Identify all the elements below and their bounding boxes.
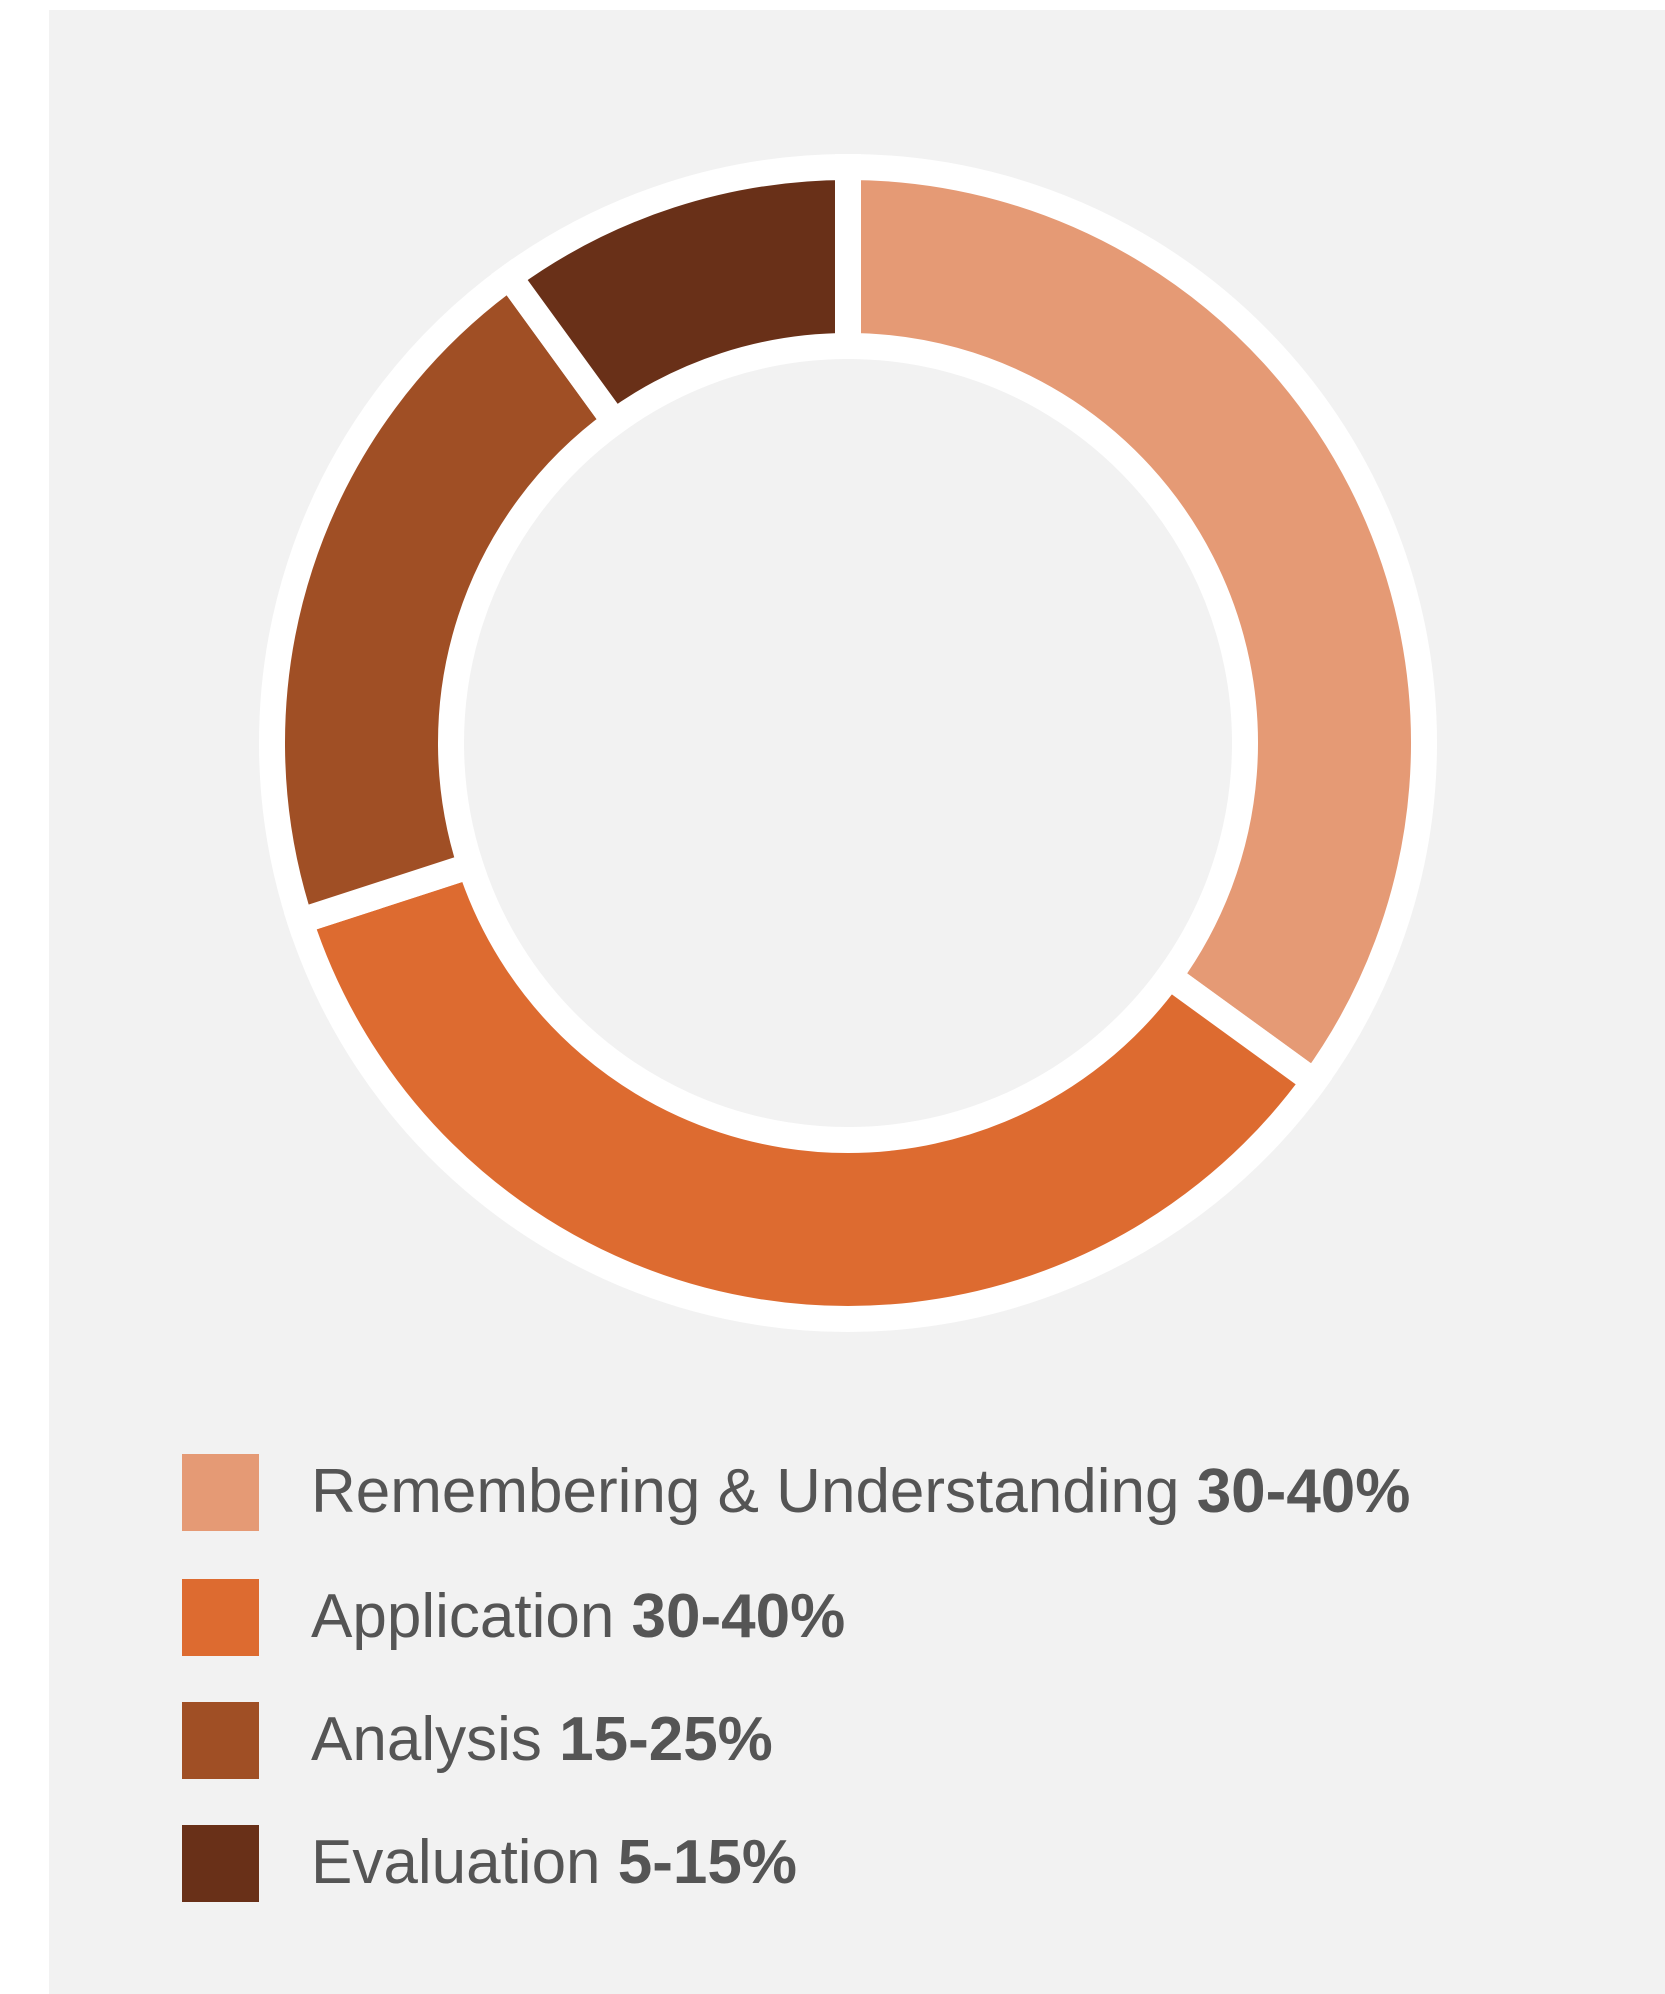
legend-name: Application <box>311 1582 614 1651</box>
legend-label: Remembering & Understanding 30-40% <box>311 1457 1410 1526</box>
legend-name: Remembering & Understanding <box>311 1457 1179 1526</box>
pie-slice <box>283 849 1333 1332</box>
legend-name: Analysis <box>311 1705 542 1774</box>
legend-label: Evaluation 5-15% <box>311 1828 797 1897</box>
pie-slice <box>259 258 633 938</box>
pie-slice <box>491 153 861 440</box>
legend-label: Application 30-40% <box>311 1582 845 1651</box>
legend-value: 15-25% <box>559 1705 773 1774</box>
legend-value: 30-40% <box>632 1582 846 1651</box>
legend-name: Evaluation <box>311 1828 601 1897</box>
legend-swatch <box>182 1454 259 1531</box>
legend-swatch <box>182 1702 259 1779</box>
legend-value: 5-15% <box>618 1828 797 1897</box>
pie-slice <box>835 153 1437 1100</box>
legend-value: 30-40% <box>1197 1457 1411 1526</box>
legend-swatch <box>182 1579 259 1656</box>
legend-swatch <box>182 1825 259 1902</box>
legend-label: Analysis 15-25% <box>311 1705 773 1774</box>
